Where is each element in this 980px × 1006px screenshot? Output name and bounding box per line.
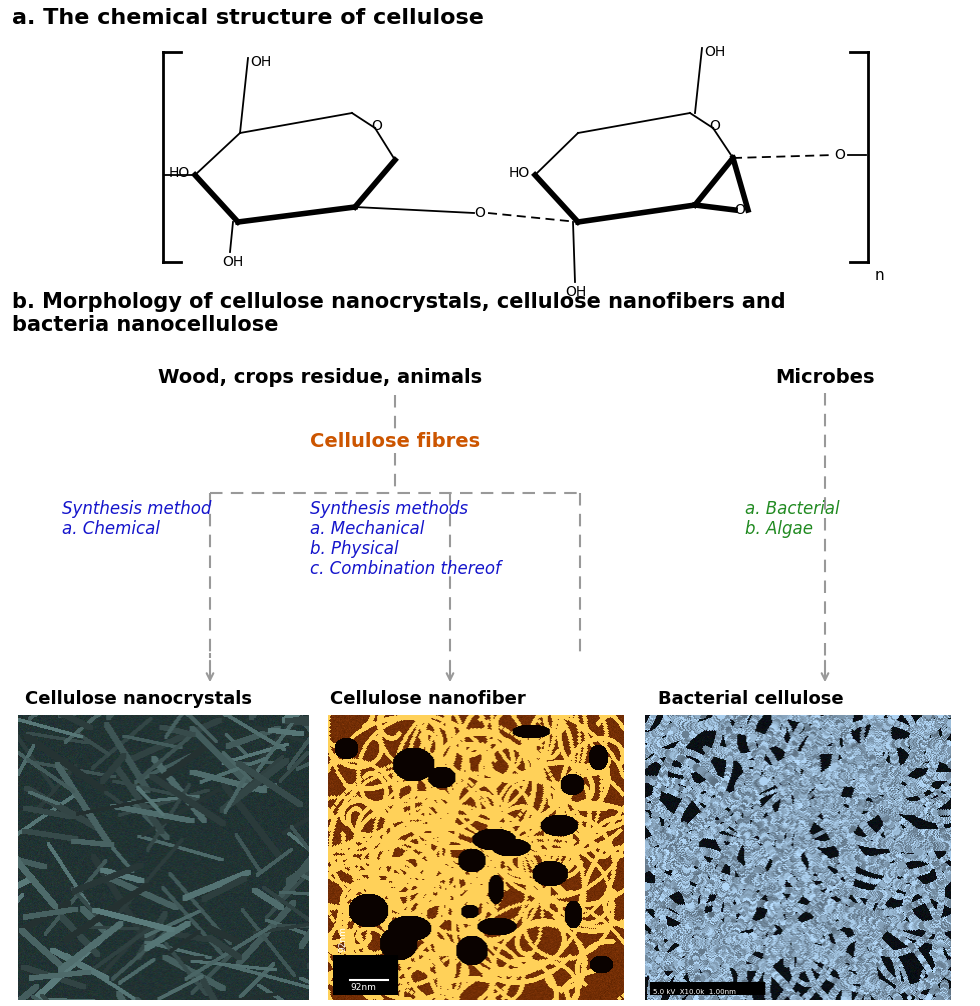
Text: O: O [735, 203, 746, 217]
Text: a. Chemical: a. Chemical [62, 520, 160, 538]
Text: a. Bacterial: a. Bacterial [745, 500, 840, 518]
Text: 92nm: 92nm [350, 983, 376, 992]
Text: Bacterial cellulose: Bacterial cellulose [658, 690, 844, 708]
Text: OH: OH [222, 255, 244, 269]
Text: Wood, crops residue, animals: Wood, crops residue, animals [158, 368, 482, 387]
Text: O: O [835, 148, 846, 162]
Text: O: O [371, 119, 382, 133]
Text: Cellulose fibres: Cellulose fibres [310, 432, 480, 451]
Text: Synthesis methods: Synthesis methods [310, 500, 468, 518]
Text: O: O [710, 119, 720, 133]
Text: n: n [875, 268, 885, 283]
Text: a. The chemical structure of cellulose: a. The chemical structure of cellulose [12, 8, 484, 28]
Text: O: O [474, 206, 485, 220]
Text: b. Morphology of cellulose nanocrystals, cellulose nanofibers and
bacteria nanoc: b. Morphology of cellulose nanocrystals,… [12, 292, 786, 335]
Text: 5.0 kV  X10.0k  1.00nm: 5.0 kV X10.0k 1.00nm [653, 989, 736, 995]
Text: 92nm: 92nm [338, 927, 347, 952]
Text: Microbes: Microbes [775, 368, 875, 387]
Text: OH: OH [704, 45, 725, 59]
Text: OH: OH [565, 285, 587, 299]
Text: OH: OH [250, 55, 271, 69]
Text: Cellulose nanofiber: Cellulose nanofiber [330, 690, 525, 708]
Text: a. Mechanical: a. Mechanical [310, 520, 424, 538]
Text: b. Algae: b. Algae [745, 520, 813, 538]
Text: c. Combination thereof: c. Combination thereof [310, 560, 501, 578]
Text: Cellulose nanocrystals: Cellulose nanocrystals [25, 690, 252, 708]
Text: Synthesis method: Synthesis method [62, 500, 212, 518]
Text: HO: HO [169, 166, 190, 180]
Text: b. Physical: b. Physical [310, 540, 399, 558]
Text: HO: HO [509, 166, 530, 180]
